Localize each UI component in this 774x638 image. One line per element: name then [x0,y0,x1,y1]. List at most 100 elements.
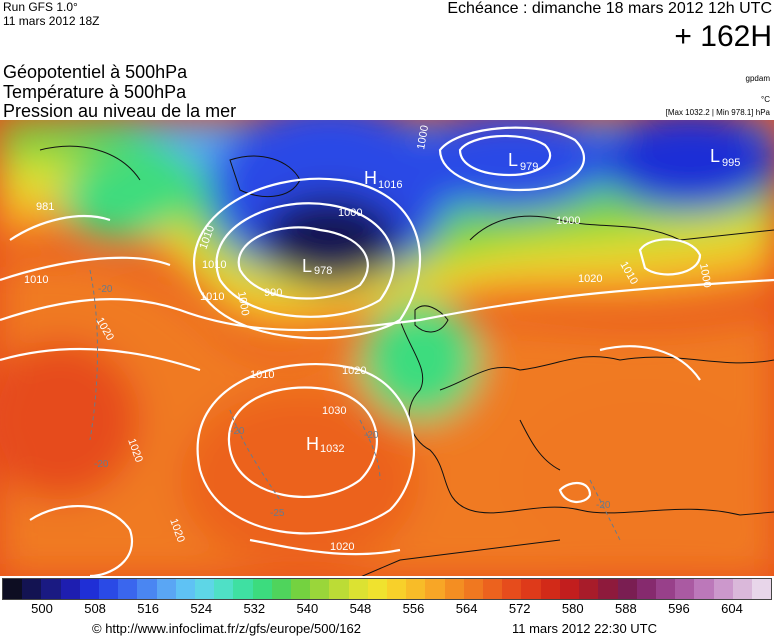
isobar-label: 1000 [556,215,580,227]
scale-swatch [310,579,330,599]
isobar-label: 1030 [322,405,346,417]
isobar-label: 1000 [338,207,362,219]
isobar-label: 1020 [330,541,354,553]
scale-tick-label: 556 [402,601,425,616]
pressure-centers: L 979 L 995 H 1016 L 978 H 1032 [302,146,740,455]
isotherm-label: -20 [94,459,109,470]
scale-tick-label: 588 [614,601,637,616]
low-center: L 978 [302,256,332,277]
scale-tick-label: 540 [296,601,319,616]
isotherm-label: -20 [230,426,245,437]
valid-time: Echéance : dimanche 18 mars 2012 12h UTC [447,0,772,17]
geopotential-field [0,120,774,576]
geopotential-color-scale [2,578,772,600]
isotherm-label: -20 [596,500,611,511]
center-symbol: L [710,146,720,166]
scale-swatch [348,579,368,599]
isobar-label: 1020 [342,365,366,377]
scale-swatch [425,579,445,599]
high-center: H 1016 [364,168,402,191]
scale-swatch [732,579,752,599]
scale-swatch [118,579,138,599]
scale-swatch [751,579,772,599]
scale-tick-label: 604 [721,601,743,616]
isobars [0,126,774,576]
scale-tick-label: 580 [561,601,584,616]
weather-map: 981 1000 1000 990 1000 1010 1010 1010 10… [0,120,774,576]
scale-swatch [41,579,61,599]
scale-swatch [579,579,599,599]
scale-swatch [598,579,618,599]
parameter-temperature: Température à 500hPa [3,82,187,102]
unit-geopotential: gpdam [745,74,770,83]
scale-swatch [655,579,676,599]
parameter-pressure: Pression au niveau de la mer [3,101,237,121]
high-center: H 1032 [306,434,344,455]
coastlines [39,145,774,576]
scale-swatch [463,579,484,599]
scale-swatch [406,579,426,599]
scale-swatch [617,579,637,599]
isobar-label: 1020 [578,273,602,285]
scale-tick-label: 548 [349,601,372,616]
scale-swatch [521,579,541,599]
center-symbol: L [302,256,312,276]
scale-tick-label: 516 [137,601,159,616]
forecast-hour: + 162H [674,20,772,53]
run-label: Run GFS 1.0° [3,0,78,14]
scale-tick-label: 564 [455,601,478,616]
scale-swatch [636,579,656,599]
center-value: 995 [722,157,740,169]
isobar-label: 1010 [24,274,48,286]
unit-temperature: °C [761,95,770,104]
isobar-label: 990 [264,287,282,299]
scale-swatch [483,579,503,599]
isotherm-label-group: -20 -20 -20 -20 -25 -20 [94,284,611,519]
scale-swatch [60,579,80,599]
scale-swatch [79,579,100,599]
isobar-label: 1000 [235,290,251,316]
scale-swatch [675,579,695,599]
scale-swatch [559,579,580,599]
scale-swatch [540,579,560,599]
scale-swatch [713,579,733,599]
scale-swatch [291,579,311,599]
scale-swatch [195,579,215,599]
scale-swatch [329,579,349,599]
isotherm-label: -25 [270,508,285,519]
scale-swatch [444,579,464,599]
center-symbol: H [364,168,377,188]
center-value: 1016 [378,179,402,191]
isobar-label: 1010 [202,259,226,271]
scale-tick-label: 508 [84,601,106,616]
scale-swatch [22,579,42,599]
isotherm-label: -20 [364,430,379,441]
scale-tick-label: 572 [508,601,531,616]
run-date: 11 mars 2012 18Z [3,14,100,28]
source-url: © http://www.infoclimat.fr/z/gfs/europe/… [92,621,361,636]
scale-swatch [156,579,176,599]
center-symbol: L [508,150,518,170]
isobar-label: 1000 [415,124,431,150]
isotherms [89,269,621,541]
center-value: 979 [520,161,538,173]
isobar-label: 1010 [200,291,224,303]
center-symbol: H [306,434,319,454]
center-value: 1032 [320,443,344,455]
scale-tick-label: 596 [668,601,690,616]
isobar-label: 1000 [697,262,713,288]
scale-tick-label: 500 [31,601,53,616]
color-scale-ticks: 500 508 516 524 532 540 548 556 564 572 580 588 596 6… [2,601,772,617]
parameter-geopotential: Géopotentiel à 500hPa [3,62,188,82]
scale-swatch [694,579,714,599]
scale-swatch [175,579,196,599]
isotherm-label: -20 [98,284,113,295]
scale-tick-label: 524 [190,601,213,616]
low-center: L 979 [508,150,538,173]
scale-swatch [3,579,23,599]
unit-pressure-range: [Max 1032.2 | Min 978.1] hPa [665,108,770,117]
scale-swatch [214,579,234,599]
scale-swatch [137,579,157,599]
isobar-label: 981 [36,201,54,213]
scale-swatch [252,579,272,599]
